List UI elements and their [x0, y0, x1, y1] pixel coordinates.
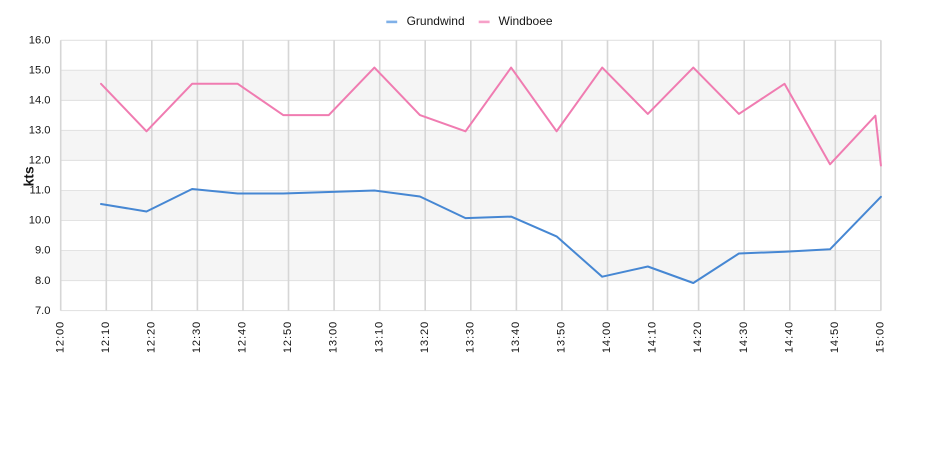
svg-text:13:40: 13:40 [510, 321, 522, 353]
svg-text:12.0: 12.0 [29, 155, 51, 167]
svg-text:12:50: 12:50 [282, 321, 294, 353]
svg-text:14:20: 14:20 [692, 321, 704, 353]
svg-text:15.0: 15.0 [29, 65, 51, 77]
svg-text:13:20: 13:20 [419, 321, 431, 353]
svg-text:11.0: 11.0 [30, 185, 51, 197]
svg-text:12:40: 12:40 [237, 321, 249, 353]
svg-text:16.0: 16.0 [29, 35, 51, 47]
svg-text:kts: kts [21, 166, 37, 186]
svg-text:14:30: 14:30 [738, 321, 750, 353]
svg-text:8.0: 8.0 [35, 275, 51, 287]
svg-text:13:30: 13:30 [464, 321, 476, 353]
svg-text:14.0: 14.0 [29, 95, 51, 107]
svg-text:14:50: 14:50 [829, 321, 841, 353]
svg-text:9.0: 9.0 [35, 245, 51, 257]
svg-text:14:40: 14:40 [783, 321, 795, 353]
svg-text:15:00: 15:00 [875, 321, 887, 353]
svg-text:12:30: 12:30 [191, 321, 203, 353]
svg-text:13:50: 13:50 [556, 321, 568, 353]
svg-text:10.0: 10.0 [29, 215, 51, 227]
svg-text:7.0: 7.0 [35, 305, 51, 317]
svg-text:13:10: 13:10 [373, 321, 385, 353]
svg-text:12:20: 12:20 [145, 321, 157, 353]
svg-text:13.0: 13.0 [29, 125, 51, 137]
svg-text:Grundwind: Grundwind [407, 14, 465, 28]
svg-text:Windboee: Windboee [499, 14, 553, 28]
svg-text:14:00: 14:00 [601, 321, 613, 353]
svg-text:12:10: 12:10 [100, 321, 112, 353]
svg-text:12:00: 12:00 [54, 321, 66, 353]
svg-text:13:00: 13:00 [328, 321, 340, 353]
svg-text:14:10: 14:10 [647, 321, 659, 353]
